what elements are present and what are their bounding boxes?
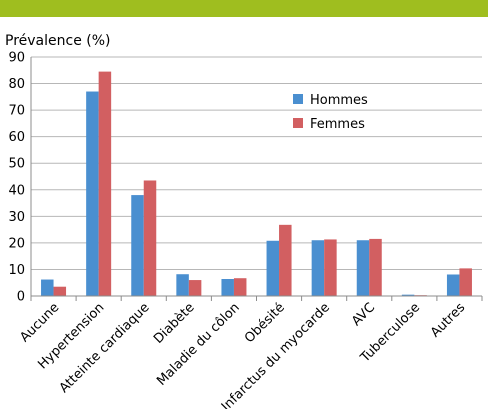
top-accent-bar	[0, 0, 488, 17]
bars	[41, 71, 472, 297]
bar-hommes	[131, 195, 144, 296]
bar-femmes	[233, 278, 247, 296]
axes	[30, 57, 483, 301]
bar-femmes	[459, 268, 472, 296]
bar-hommes	[401, 294, 415, 296]
bar-femmes	[188, 280, 202, 296]
x-tick-label: Diabète	[151, 300, 198, 347]
bar-femmes	[324, 239, 337, 296]
bar-femmes	[98, 71, 112, 296]
grid-lines	[31, 56, 482, 270]
bar-femmes	[143, 180, 157, 296]
bar-hommes	[356, 240, 370, 296]
y-tick-label: 10	[8, 263, 25, 278]
x-tick-label: AVC	[349, 300, 378, 329]
legend-swatch	[293, 118, 303, 128]
bar-femmes	[279, 224, 292, 296]
y-tick-label: 90	[8, 51, 25, 66]
y-axis-title: Prévalence (%)	[5, 33, 111, 49]
legend: Hommes Femmes	[293, 93, 368, 132]
y-tick-label: 20	[8, 236, 25, 251]
x-tick-label: Atteinte cardiaque	[57, 300, 153, 396]
y-tick-label: 0	[17, 290, 25, 305]
y-tick-label: 30	[8, 210, 25, 225]
x-tick-label: Aucune	[17, 300, 62, 345]
legend-label: Hommes	[310, 93, 368, 108]
bar-hommes	[176, 274, 189, 296]
bar-femmes	[53, 286, 67, 296]
y-tick-label: 60	[8, 130, 25, 145]
x-tick-label: Maladie du côlon	[154, 300, 243, 389]
bar-hommes	[41, 279, 54, 296]
legend-label: Femmes	[310, 117, 365, 132]
bar-hommes	[446, 274, 460, 296]
x-tick-label: Autres	[428, 300, 469, 341]
y-tick-label: 70	[8, 104, 25, 119]
bar-femmes	[369, 238, 382, 296]
y-tick-label: 80	[8, 77, 25, 92]
legend-swatch	[293, 94, 303, 104]
bar-hommes	[86, 91, 99, 297]
y-tick-labels: 0 10 20 30 40 50 60 70 80 90	[8, 51, 25, 305]
bar-hommes	[221, 279, 234, 296]
x-tick-label: Obésité	[242, 300, 288, 346]
y-tick-label: 40	[8, 183, 25, 198]
bar-hommes	[311, 240, 325, 296]
bar-hommes	[266, 240, 280, 296]
y-tick-label: 50	[8, 157, 25, 172]
